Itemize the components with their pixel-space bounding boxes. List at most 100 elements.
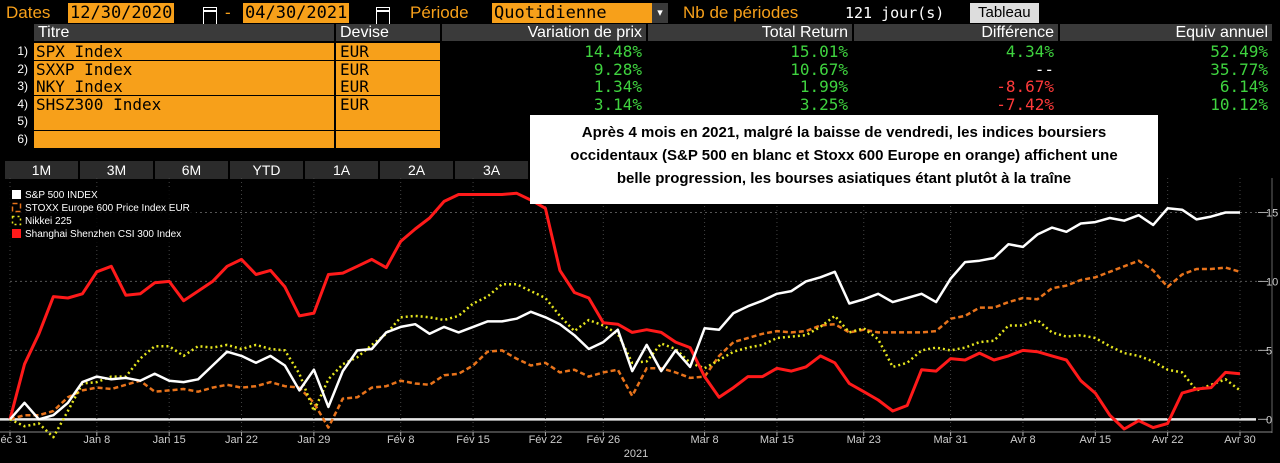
x-tick-label: Jan 15 <box>153 434 186 446</box>
difference-cell: -8.67% <box>996 77 1054 96</box>
legend-swatch <box>12 190 21 199</box>
ticker-cell[interactable] <box>34 130 334 148</box>
table-row[interactable]: 5) <box>0 113 1272 130</box>
row-number: 6) <box>17 131 28 146</box>
period-dropdown-icon[interactable]: ▾ <box>652 3 668 23</box>
currency-cell[interactable]: EUR <box>336 78 440 95</box>
legend-swatch <box>11 215 22 226</box>
end-date-field[interactable]: 04/30/2021 <box>243 3 350 23</box>
table-row[interactable]: 1) SPX Index EUR 14.48% 15.01% 4.34% 52.49% <box>0 43 1272 60</box>
period-button-3m[interactable]: 3M <box>80 161 153 179</box>
x-tick-label: Fév 15 <box>456 434 490 446</box>
x-tick-label: Avr 15 <box>1079 434 1111 446</box>
currency-cell[interactable]: EUR <box>336 43 440 60</box>
period-buttons: 1M 3M 6M YTD 1A 2A 3A <box>5 161 530 179</box>
x-tick-label: Avr 8 <box>1010 434 1035 446</box>
total-return-cell: 3.25% <box>799 94 848 114</box>
toolbar: Dates 12/30/2020 - 04/30/2021 Période Qu… <box>0 3 1060 29</box>
tableau-button[interactable]: Tableau <box>970 3 1039 23</box>
period-button-1a[interactable]: 1A <box>305 161 378 179</box>
ticker-cell[interactable]: NKY Index <box>34 78 334 95</box>
total-return-cell: 1.99% <box>799 77 848 96</box>
col-difference[interactable]: Différence <box>854 24 1058 41</box>
ticker-cell[interactable]: SPX Index <box>34 43 334 60</box>
annual-equiv-cell: 10.12% <box>1210 94 1268 114</box>
period-button-6m[interactable]: 6M <box>155 161 228 179</box>
y-tick-label: 5 <box>1266 345 1272 357</box>
legend-label: Nikkei 225 <box>25 216 72 227</box>
y-tick-label: 0 <box>1266 414 1272 426</box>
period-button-2a[interactable]: 2A <box>380 161 453 179</box>
nb-periods-value: 121 jour(s) <box>845 4 945 22</box>
x-tick-label: Avr 30 <box>1224 434 1256 446</box>
x-tick-label: Mar 31 <box>933 434 967 446</box>
legend-label: S&P 500 INDEX <box>25 190 98 201</box>
x-tick-label: Fév 8 <box>387 434 415 446</box>
line-chart: 0 5 10 15 Déc 31 Jan 8 Jan 15 Jan 22 Jan 29 Fév … <box>0 178 1278 460</box>
difference-cell: 4.34% <box>1005 42 1054 61</box>
legend-swatch <box>11 202 22 213</box>
table-row[interactable]: 6) <box>0 130 1272 148</box>
legend-label: Shanghai Shenzhen CSI 300 Index <box>25 229 181 240</box>
x-tick-label: Mar 23 <box>847 434 881 446</box>
x-tick-label: Mar 8 <box>691 434 719 446</box>
legend-label: STOXX Europe 600 Price Index EUR <box>25 203 190 214</box>
table-row[interactable]: 4) SHSZ300 Index EUR 3.14% 3.25% -7.42% 10.12% <box>0 94 1272 114</box>
legend-background <box>8 187 196 244</box>
ticker-cell[interactable]: SXXP Index <box>34 60 334 78</box>
y-tick-label: 10 <box>1266 276 1278 288</box>
nb-periods-label: Nb de périodes <box>683 3 799 22</box>
annual-equiv-cell: 52.49% <box>1210 42 1268 61</box>
currency-cell[interactable]: EUR <box>336 95 440 113</box>
price-change-cell: 14.48% <box>584 42 642 61</box>
period-label: Période <box>410 3 469 22</box>
x-tick-label: Jan 29 <box>297 434 330 446</box>
y-tick-label: 15 <box>1266 207 1278 219</box>
series-line-nky <box>9 282 1241 439</box>
x-year-label: 2021 <box>624 448 648 460</box>
row-number: 3) <box>17 79 28 93</box>
x-tick-label: Jan 22 <box>225 434 258 446</box>
x-tick-label: Avr 22 <box>1152 434 1184 446</box>
annual-equiv-cell: 35.77% <box>1210 59 1268 79</box>
row-number: 1) <box>17 44 28 58</box>
difference-cell: -- <box>1034 59 1054 79</box>
series-line-spx <box>9 207 1240 421</box>
start-date-field[interactable]: 12/30/2020 <box>68 3 175 23</box>
table-row[interactable]: 2) SXXP Index EUR 9.28% 10.67% -- 35.77% <box>0 59 1272 79</box>
annotation-box: Après 4 mois en 2021, malgré la baisse d… <box>530 115 1158 204</box>
currency-cell[interactable]: EUR <box>336 60 440 78</box>
row-number: 5) <box>17 114 28 128</box>
period-select[interactable]: Quotidienne <box>492 3 656 23</box>
period-button-1m[interactable]: 1M <box>5 161 78 179</box>
ticker-cell[interactable] <box>34 113 334 130</box>
col-devise[interactable]: Devise <box>336 24 440 41</box>
period-button-ytd[interactable]: YTD <box>230 161 303 179</box>
annotation-line-3: belle progression, les bourses asiatique… <box>616 170 1072 187</box>
x-tick-label: Jan 8 <box>83 434 110 446</box>
x-tick-label: Déc 31 <box>0 434 27 446</box>
col-total-return[interactable]: Total Return <box>648 24 852 41</box>
price-change-cell: 1.34% <box>593 77 642 96</box>
legend-swatch <box>12 229 21 238</box>
period-button-3a[interactable]: 3A <box>455 161 528 179</box>
difference-cell: -7.42% <box>996 94 1054 114</box>
annotation-line-1: Après 4 mois en 2021, malgré la baisse d… <box>581 124 1107 141</box>
x-tick-label: Fév 26 <box>586 434 620 446</box>
x-tick-label: Fév 22 <box>529 434 563 446</box>
series-line-sxxp <box>9 259 1241 429</box>
currency-cell[interactable] <box>336 130 440 148</box>
row-number: 4) <box>17 96 28 111</box>
col-equiv-annuel[interactable]: Equiv annuel <box>1060 24 1272 41</box>
annual-equiv-cell: 6.14% <box>1219 77 1268 96</box>
annotation-line-2: occidentaux (S&P 500 en blanc et Stoxx 6… <box>570 147 1118 164</box>
series-line-shsz <box>8 191 1241 431</box>
currency-cell[interactable] <box>336 113 440 130</box>
col-variation[interactable]: Variation de prix <box>442 24 646 41</box>
table-row[interactable]: 3) NKY Index EUR 1.34% 1.99% -8.67% 6.14% <box>0 78 1272 95</box>
ticker-cell[interactable]: SHSZ300 Index <box>34 95 334 113</box>
col-titre[interactable]: Titre <box>34 24 334 41</box>
total-return-cell: 10.67% <box>790 59 848 79</box>
row-number: 2) <box>17 61 28 76</box>
price-change-cell: 9.28% <box>593 59 642 79</box>
